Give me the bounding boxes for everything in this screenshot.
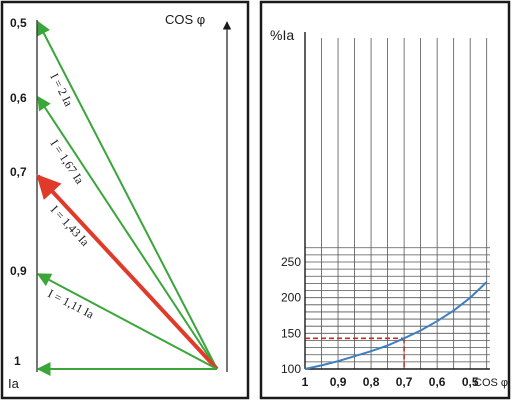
y-tick-label: 150: [281, 326, 301, 340]
vector-1-67ia: [37, 95, 218, 370]
y-axis-label: %Ia: [270, 27, 294, 43]
data-curve: [304, 281, 488, 370]
chart-plot-area: 1 0,9 0,8 0,7 0,6 0,5 100 150 200 250: [281, 32, 490, 389]
left-panel-frame: [0, 0, 250, 400]
right-panel-frame: [259, 0, 511, 400]
y-tick-label: 200: [281, 291, 301, 305]
cos-phi-axis-label: COS φ: [165, 12, 205, 27]
y-tick-label: 100: [281, 362, 301, 376]
vector-1-11ia: [36, 273, 218, 370]
cos-tick-label: 0,5: [10, 16, 27, 30]
cos-tick-label: 0,7: [10, 165, 27, 179]
cos-tick-label: 0,9: [10, 264, 27, 278]
x-tick-label: 0,7: [396, 375, 413, 389]
x-tick-label: 0,9: [330, 375, 347, 389]
x-tick-label: 0,8: [363, 375, 380, 389]
cos-tick-label: 1: [14, 354, 21, 368]
cos-tick-label: 0,6: [10, 91, 27, 105]
ia-axis-label: Ia: [8, 376, 20, 391]
x-axis-label: COS φ: [474, 377, 508, 389]
vector-1-43ia: [36, 174, 219, 371]
y-tick-label: 250: [281, 255, 301, 269]
x-tick-label: 1: [302, 375, 309, 389]
x-tick-label: 0,6: [429, 375, 446, 389]
vector-2ia: [37, 20, 218, 370]
x-tick-label: 0,5: [462, 375, 479, 389]
